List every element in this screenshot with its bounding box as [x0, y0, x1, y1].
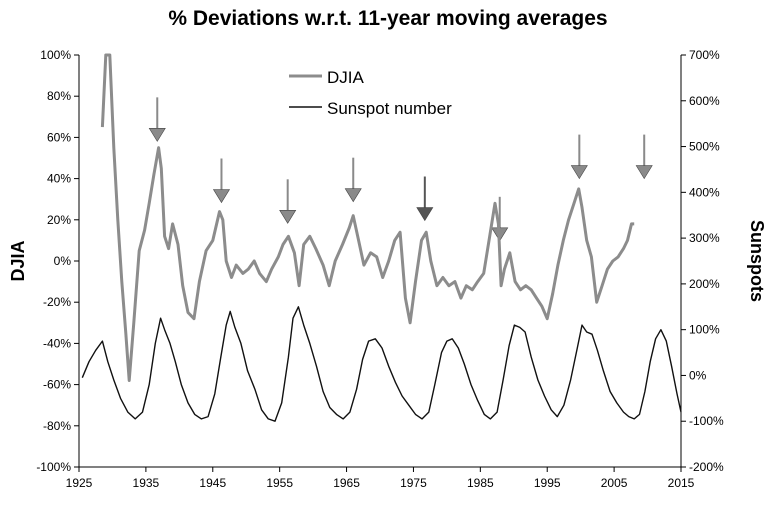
arrow-head — [148, 128, 166, 142]
cycle-peak-arrows — [148, 97, 653, 242]
y-axis-label-right: Sunspots — [747, 220, 767, 302]
y-tick-label-left: 100% — [40, 48, 71, 62]
y-tick-label-right: 500% — [689, 140, 720, 154]
sunspot-series-line — [81, 306, 682, 422]
x-tick-label: 1945 — [199, 476, 226, 490]
y-tick-label-left: -60% — [43, 378, 71, 392]
legend-label-sunspot: Sunspot number — [327, 99, 452, 118]
y-tick-label-left: 20% — [47, 213, 71, 227]
y-tick-label-left: -100% — [36, 460, 71, 474]
legend-label-djia: DJIA — [327, 68, 365, 87]
y-tick-label-right: 400% — [689, 185, 720, 199]
x-tick-label: 1935 — [133, 476, 160, 490]
y-tick-label-right: -200% — [689, 460, 724, 474]
arrow-head — [279, 210, 297, 224]
y-tick-label-right: 700% — [689, 48, 720, 62]
y-tick-label-right: 100% — [689, 323, 720, 337]
y-tick-label-right: 600% — [689, 94, 720, 108]
arrow-head — [344, 188, 362, 203]
legend: DJIA Sunspot number — [289, 68, 452, 118]
x-tick-label: 2005 — [601, 476, 628, 490]
y-tick-label-right: -100% — [689, 414, 724, 428]
y-tick-label-left: 80% — [47, 89, 71, 103]
x-tick-label: 1965 — [333, 476, 360, 490]
x-tick-label: 1955 — [266, 476, 293, 490]
x-tick-label: 1985 — [467, 476, 494, 490]
x-tick-label: 1995 — [534, 476, 561, 490]
djia-series-line — [100, 53, 635, 382]
y-tick-label-left: 60% — [47, 130, 71, 144]
y-tick-label-right: 300% — [689, 231, 720, 245]
data-series — [81, 53, 682, 422]
arrow-head — [635, 165, 653, 180]
y-axis-label-left: DJIA — [8, 240, 28, 281]
chart-title: % Deviations w.r.t. 11-year moving avera… — [168, 7, 607, 30]
y-tick-label-right: 0% — [689, 368, 707, 382]
y-tick-label-left: 0% — [54, 254, 72, 268]
arrow-head — [570, 165, 588, 180]
y-tick-label-left: 40% — [47, 172, 71, 186]
y-tick-label-right: 200% — [689, 277, 720, 291]
y-tick-label-left: -80% — [43, 419, 71, 433]
x-tick-label: 1925 — [66, 476, 93, 490]
y-tick-label-left: -40% — [43, 336, 71, 350]
x-tick-label: 1975 — [400, 476, 427, 490]
arrow-head — [416, 207, 434, 222]
axes: -100% -80% -60% -40% -20% 0% 20% 40% 60% 80% 100% -… — [36, 48, 724, 490]
y-tick-label-left: -20% — [43, 295, 71, 309]
x-tick-label: 2015 — [668, 476, 695, 490]
arrow-head — [212, 189, 231, 204]
